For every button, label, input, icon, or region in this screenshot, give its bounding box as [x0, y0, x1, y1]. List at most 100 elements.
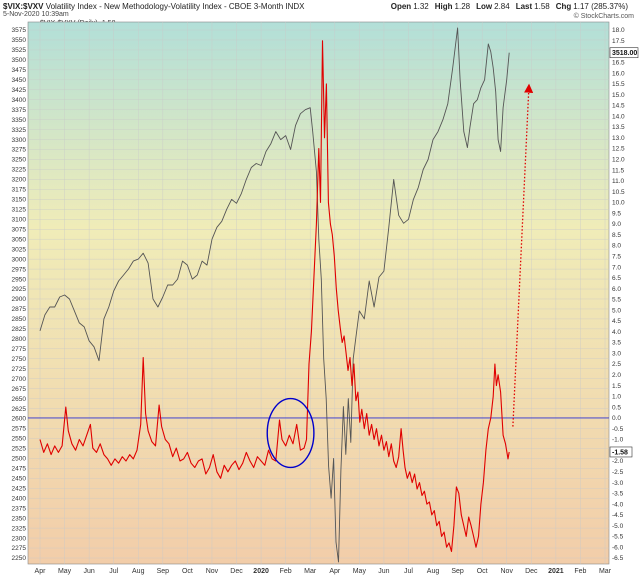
- x-tick-label: Nov: [206, 568, 219, 575]
- right-tick-label: -5.0: [612, 523, 624, 530]
- spread-price-tag-box: [609, 446, 633, 458]
- quote-value-low: 2.84: [494, 2, 510, 11]
- right-tick-label: 3.5: [612, 340, 621, 347]
- credit: © StockCharts.com: [573, 13, 634, 20]
- left-tick-label: 2300: [12, 535, 27, 542]
- x-tick-label: Apr: [35, 568, 47, 575]
- quote-label-high: High: [434, 2, 453, 11]
- quote-bar: Open 1.32 High 1.28 Low 2.84 Last 1.58 Chg 1.17 (…: [391, 2, 634, 11]
- right-axis-ticks: 18.017.517.016.516.015.515.014.514.013.5…: [612, 27, 625, 562]
- right-tick-label: 14.0: [612, 113, 625, 120]
- right-tick-label: 5.5: [612, 297, 621, 304]
- left-tick-label: 3200: [12, 177, 27, 184]
- x-tick-label: Sep: [157, 568, 170, 575]
- left-tick-label: 2250: [12, 555, 27, 562]
- left-tick-label: 3475: [12, 67, 27, 74]
- right-tick-label: 15.5: [612, 81, 625, 88]
- right-tick-label: 3.0: [612, 350, 621, 357]
- right-tick-label: -4.0: [612, 501, 624, 508]
- left-tick-label: 3375: [12, 107, 27, 114]
- series-lines: [39, 27, 510, 563]
- chart-header: $VIX:$VXV Volatility Index - New Methodo…: [3, 2, 305, 11]
- right-tick-label: 16.5: [612, 60, 625, 67]
- spx-price-tag-box: [609, 47, 639, 59]
- left-tick-label: 3150: [12, 197, 27, 204]
- right-tick-label: 0.5: [612, 404, 621, 411]
- symbol: $VIX:$VXV: [3, 2, 44, 11]
- x-axis-ticks: Apr May Jun Jul Aug Sep Oct Nov Dec 2020 Feb Mar Apr…: [35, 568, 612, 575]
- left-tick-label: 3425: [12, 87, 27, 94]
- left-tick-label: 2675: [12, 386, 27, 393]
- spread-price-tag: -1.58: [612, 449, 628, 456]
- x-tick-label: Aug: [427, 568, 440, 575]
- right-tick-label: 13.0: [612, 135, 625, 142]
- datetime: 5-Nov-2020 10:39am: [3, 11, 69, 18]
- quote-value-high: 1.28: [454, 2, 471, 11]
- right-tick-label: 10.0: [612, 200, 625, 207]
- spx-line: [39, 27, 510, 563]
- left-tick-label: 3275: [12, 147, 27, 154]
- right-tick-label: -3.5: [612, 491, 624, 498]
- right-tick-label: 13.5: [612, 124, 625, 131]
- x-tick-label: Jul: [404, 568, 413, 575]
- left-tick-label: 2400: [12, 495, 27, 502]
- left-tick-label: 2500: [12, 456, 27, 463]
- right-tick-label: 11.0: [612, 178, 625, 185]
- left-tick-label: 2650: [12, 396, 27, 403]
- right-tick-label: -6.5: [612, 555, 624, 562]
- right-tick-label: 9.0: [612, 221, 621, 228]
- left-tick-label: 2625: [12, 406, 27, 413]
- right-tick-label: 9.5: [612, 210, 621, 217]
- left-tick-label: 2875: [12, 306, 27, 313]
- right-tick-label: 17.5: [612, 38, 625, 45]
- right-tick-label: 6.5: [612, 275, 621, 282]
- x-tick-label: Apr: [329, 568, 341, 575]
- right-tick-label: -0.5: [612, 426, 624, 433]
- right-tick-label: -2.0: [612, 458, 624, 465]
- right-tick-label: 4.5: [612, 318, 621, 325]
- left-axis-ticks: 3575 3550 3525 3500 3475 3450 3425 3400 3375 3350…: [12, 27, 27, 562]
- annotations: [266, 83, 534, 469]
- left-tick-label: 3025: [12, 246, 27, 253]
- left-tick-label: 2850: [12, 316, 27, 323]
- right-tick-label: 2.0: [612, 372, 621, 379]
- vix-spread-line: [39, 40, 510, 553]
- x-tick-label: Sep: [451, 568, 464, 575]
- left-tick-label: 3450: [12, 77, 27, 84]
- right-tick-label: 18.0: [612, 27, 625, 34]
- right-tick-label: 11.5: [612, 167, 625, 174]
- right-tick-label: 0.0: [612, 415, 621, 422]
- left-tick-label: 2975: [12, 266, 27, 273]
- left-tick-label: 3400: [12, 97, 27, 104]
- left-tick-label: 3075: [12, 226, 27, 233]
- x-tick-label: 2020: [253, 568, 269, 575]
- left-tick-label: 2750: [12, 356, 27, 363]
- grid-lines: [28, 22, 609, 564]
- left-tick-label: 3050: [12, 236, 27, 243]
- x-tick-label: May: [58, 568, 72, 575]
- exchange: INDX: [285, 2, 305, 11]
- right-tick-label: -5.5: [612, 534, 624, 541]
- plot-background: [27, 21, 610, 565]
- quote-value-chg: 1.17 (285.37%): [573, 2, 628, 11]
- x-tick-label: May: [353, 568, 367, 575]
- description: Volatility Index - New Methodology-Volat…: [45, 2, 284, 11]
- right-tick-label: -3.0: [612, 480, 624, 487]
- quote-label-low: Low: [476, 2, 493, 11]
- x-tick-label: 2021: [548, 568, 564, 575]
- left-tick-label: 3000: [12, 256, 27, 263]
- right-tick-label: -1.0: [612, 437, 624, 444]
- left-tick-label: 3100: [12, 216, 27, 223]
- left-tick-label: 2775: [12, 346, 27, 353]
- x-tick-label: Jul: [109, 568, 118, 575]
- left-tick-label: 2550: [12, 436, 27, 443]
- left-tick-label: 2700: [12, 376, 27, 383]
- right-tick-label: 8.0: [612, 243, 621, 250]
- left-tick-label: 2600: [12, 416, 27, 423]
- left-tick-label: 2475: [12, 466, 27, 473]
- quote-label-chg: Chg: [555, 2, 572, 11]
- left-tick-label: 2900: [12, 296, 27, 303]
- x-tick-label: Mar: [599, 568, 612, 575]
- quote-value-last: 1.58: [534, 2, 550, 11]
